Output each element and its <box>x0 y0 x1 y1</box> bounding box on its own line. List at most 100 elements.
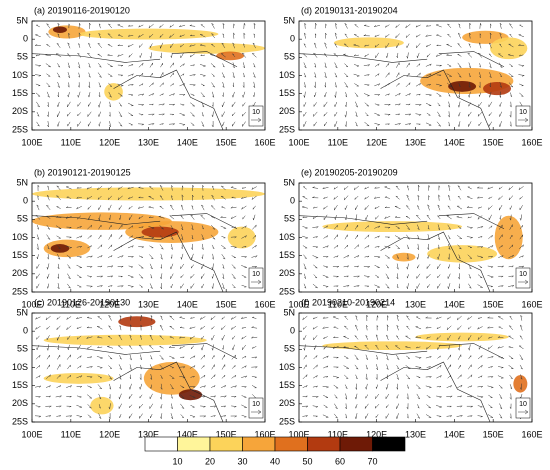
wind-vector <box>170 225 174 230</box>
wind-vector <box>138 103 144 106</box>
wind-vector <box>509 413 512 419</box>
wind-vector <box>57 92 59 98</box>
wind-vector <box>312 186 319 189</box>
wind-vector <box>322 326 329 329</box>
wind-vector <box>394 123 401 126</box>
wind-vector <box>201 121 205 127</box>
wind-vector <box>190 253 194 260</box>
wind-vector <box>76 316 83 320</box>
wind-vector <box>355 315 358 321</box>
wind-vector <box>458 82 461 87</box>
wind-vector <box>344 403 347 410</box>
wind-vector <box>35 92 41 97</box>
wind-vector <box>180 356 185 359</box>
wind-vector <box>313 111 318 117</box>
wind-vector <box>303 43 307 48</box>
wind-vector <box>190 404 195 408</box>
wind-vector <box>334 403 338 409</box>
wind-vector <box>232 42 235 49</box>
wind-vector <box>334 204 338 211</box>
rain-shading <box>178 389 203 401</box>
wind-vector <box>426 44 432 48</box>
wind-vector <box>148 93 154 97</box>
wind-vector <box>170 204 174 211</box>
wind-vector <box>180 215 184 220</box>
wind-vector <box>241 414 247 418</box>
wind-vector <box>417 234 420 240</box>
wind-vector <box>385 42 390 49</box>
wind-vector <box>118 345 123 350</box>
wind-vector <box>170 83 174 87</box>
wind-vector <box>86 186 93 190</box>
wind-vector <box>98 62 102 68</box>
wind-vector <box>211 344 214 351</box>
wind-vector <box>313 274 318 279</box>
wind-vector <box>67 112 71 117</box>
wind-vector <box>138 196 144 199</box>
wind-vector <box>139 373 142 380</box>
wind-vector <box>160 283 162 290</box>
wind-vector <box>97 336 103 339</box>
wind-vector <box>335 23 338 29</box>
wind-vector <box>107 265 114 268</box>
wind-vector <box>45 63 51 68</box>
wind-vector <box>384 103 391 106</box>
wind-vector <box>477 335 483 340</box>
wind-vector <box>416 316 421 320</box>
wind-vector <box>46 224 51 230</box>
wind-vector <box>108 204 112 211</box>
rain-shading <box>141 226 179 238</box>
wind-vector <box>353 54 359 56</box>
wind-vector <box>149 393 153 400</box>
wind-vector <box>149 62 153 68</box>
wind-vector <box>468 73 471 78</box>
wind-vector <box>35 34 41 37</box>
wind-vector <box>436 415 442 418</box>
wind-vector <box>77 102 81 107</box>
wind-vector <box>499 111 502 117</box>
wind-vector <box>201 234 205 240</box>
wind-vector <box>364 255 370 258</box>
wind-vector <box>138 403 144 409</box>
wind-vector <box>140 364 142 370</box>
wind-vector <box>406 52 409 59</box>
wind-vector <box>333 336 339 338</box>
wind-vector <box>221 325 226 331</box>
wind-vector <box>344 214 347 221</box>
wind-vector <box>129 383 132 390</box>
wind-vector <box>314 72 317 78</box>
wind-vector <box>375 215 379 220</box>
wind-vector <box>426 404 431 409</box>
wind-vector <box>57 33 60 38</box>
wind-vector <box>344 63 349 68</box>
wind-vector <box>302 206 308 209</box>
wind-vector <box>385 63 390 68</box>
wind-vector <box>344 82 349 88</box>
wind-vector <box>477 111 483 117</box>
wind-vector <box>406 43 410 48</box>
wind-vector <box>242 82 245 88</box>
wind-vector <box>117 24 124 28</box>
wind-vector <box>478 345 482 350</box>
wind-vector <box>180 385 185 388</box>
wind-vector <box>169 215 175 220</box>
wind-vector <box>498 195 503 200</box>
wind-vector <box>201 335 205 340</box>
wind-vector <box>509 374 513 379</box>
wind-vector <box>211 82 215 88</box>
wind-vector <box>189 335 195 340</box>
wind-vector <box>364 84 370 87</box>
wind-vector <box>406 283 409 289</box>
wind-vector <box>221 185 226 191</box>
y-tick-label: 25S <box>279 416 295 426</box>
wind-vector <box>98 111 101 117</box>
wind-vector <box>405 374 411 380</box>
wind-vector <box>499 215 502 220</box>
wind-vector <box>406 393 409 400</box>
rain-shading <box>32 187 265 201</box>
wind-vector <box>333 195 339 200</box>
reference-label: 10 <box>519 109 527 116</box>
x-tick-label: 100E <box>21 137 42 147</box>
wind-vector <box>364 186 370 190</box>
reference-arrow <box>251 279 262 285</box>
